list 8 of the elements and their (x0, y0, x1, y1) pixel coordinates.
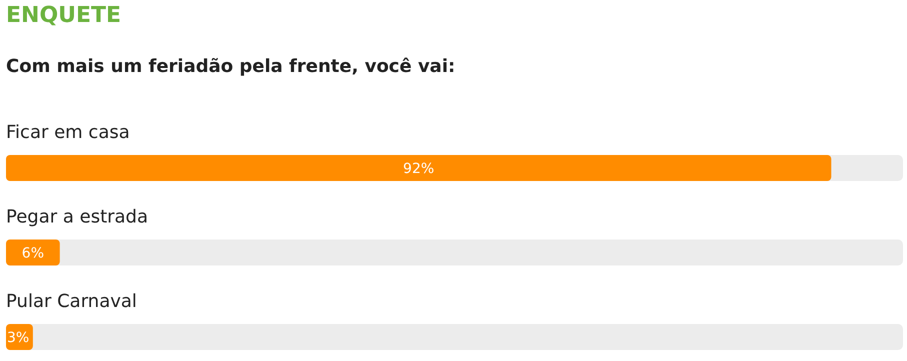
y-tick-label: Pegar a estrada (6, 206, 148, 228)
data-label: 92% (403, 161, 434, 177)
data-label: 3% (7, 330, 30, 346)
y-tick-label: Ficar em casa (6, 122, 130, 143)
chart-subtitle: Com mais um feriadão pela frente, você vai: (6, 56, 456, 77)
y-tick-label: Pular Carnaval (6, 291, 137, 312)
chart-title: ENQUETE (6, 3, 122, 28)
data-label: 6% (22, 246, 44, 262)
